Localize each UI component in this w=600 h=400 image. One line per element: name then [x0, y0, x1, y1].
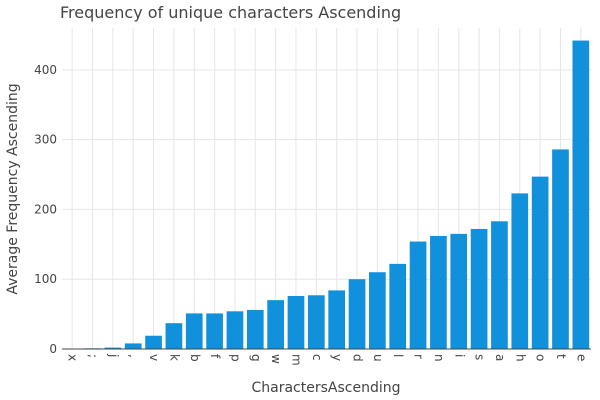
x-axis-ticks: x; j, v k b f p g w m c y d u l r n i s a h o t e: [66, 353, 589, 366]
bar-c[interactable]: [307, 295, 325, 349]
x-tick-label: m: [289, 354, 303, 366]
x-tick-label: s: [473, 354, 487, 360]
bar-v[interactable]: [145, 335, 162, 349]
x-tick-label: i: [452, 354, 466, 357]
y-tick-label: 400: [34, 63, 57, 77]
x-tick-label: e: [574, 354, 588, 361]
x-tick-label: o: [534, 354, 548, 361]
x-tick-label: u: [371, 354, 385, 362]
x-tick-label: k: [167, 354, 181, 361]
y-axis-ticks: 0 100 200 300 400: [34, 63, 57, 356]
y-tick-label: 300: [34, 133, 57, 147]
bar-k[interactable]: [165, 323, 183, 349]
x-tick-label: f: [208, 354, 222, 359]
y-axis-title: Average Frequency Ascending: [5, 83, 21, 294]
x-tick-label: ;: [86, 354, 100, 358]
x-tick-label: h: [513, 354, 527, 362]
bar-r[interactable]: [409, 241, 427, 349]
bar-j[interactable]: [104, 347, 122, 349]
x-tick-label: x: [66, 354, 80, 361]
x-tick-label: r: [412, 354, 426, 359]
bar-g[interactable]: [246, 309, 264, 349]
x-tick-label: ,: [127, 354, 141, 358]
x-tick-label: a: [493, 354, 507, 361]
x-tick-label: n: [432, 354, 446, 362]
x-tick-label: v: [147, 354, 161, 361]
x-tick-label: d: [351, 354, 365, 362]
x-tick-label: j: [106, 353, 120, 357]
bar-m[interactable]: [287, 295, 305, 349]
x-tick-label: w: [269, 354, 283, 364]
x-tick-label: t: [554, 354, 568, 359]
bar-h[interactable]: [511, 193, 529, 349]
bar-p[interactable]: [226, 311, 244, 349]
bar-o[interactable]: [531, 176, 549, 349]
chart-title: Frequency of unique characters Ascending: [60, 3, 401, 22]
x-tick-label: c: [310, 354, 324, 361]
y-tick-label: 100: [34, 272, 57, 286]
bar-f[interactable]: [206, 313, 223, 349]
bar-s[interactable]: [470, 228, 488, 349]
bar-u[interactable]: [369, 272, 386, 349]
x-tick-label: y: [330, 354, 344, 361]
x-tick-label: l: [391, 354, 405, 357]
bar-e[interactable]: [572, 40, 590, 349]
bar-b[interactable]: [185, 313, 203, 349]
bar-t[interactable]: [552, 149, 569, 349]
bar-,[interactable]: [124, 343, 142, 349]
bar-n[interactable]: [430, 235, 447, 349]
y-tick-label: 200: [34, 202, 57, 216]
bar-l[interactable]: [389, 263, 407, 349]
bar-y[interactable]: [328, 290, 346, 349]
bar-w[interactable]: [267, 300, 284, 349]
x-tick-label: p: [228, 354, 242, 362]
bar-i[interactable]: [450, 233, 468, 349]
bar-a[interactable]: [491, 221, 508, 349]
y-tick-label: 0: [49, 342, 57, 356]
x-axis-title: CharactersAscending: [251, 380, 400, 396]
x-tick-label: g: [249, 354, 263, 362]
x-tick-label: b: [188, 354, 202, 362]
bars: [84, 40, 590, 349]
bar-d[interactable]: [348, 279, 366, 349]
